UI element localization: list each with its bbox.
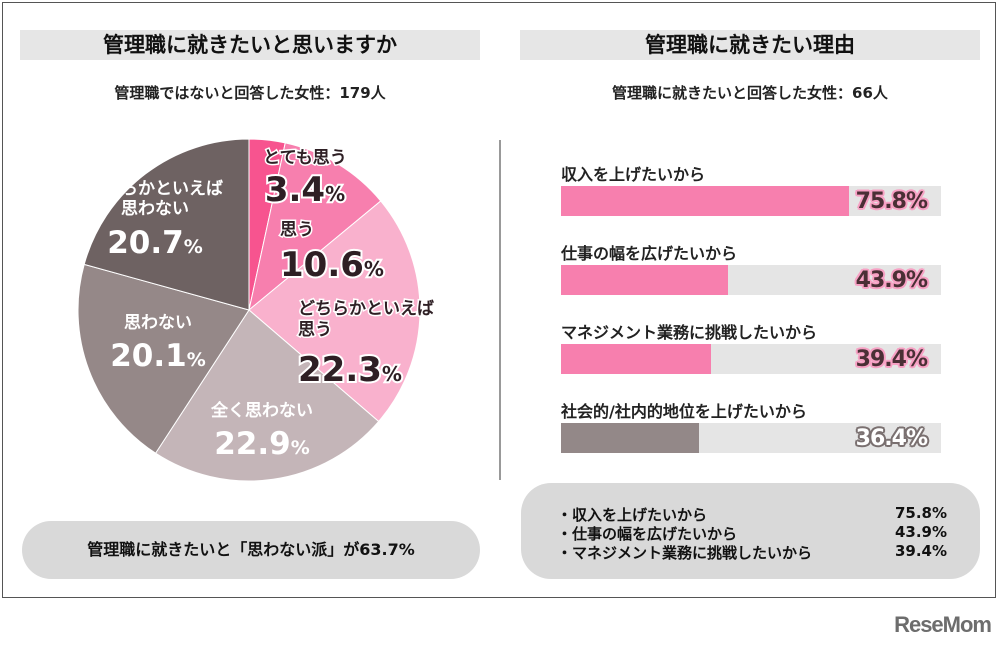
pie-slice-value: 22.3%: [298, 350, 402, 390]
right-panel-title: 管理職に就きたい理由: [520, 30, 980, 60]
bar-label: 仕事の幅を広げたいから: [561, 244, 738, 263]
top3-value: 43.9%: [894, 523, 947, 541]
pie-slice-value: 20.7%: [107, 225, 203, 261]
left-panel-title: 管理職に就きたいと思いますか: [20, 30, 480, 60]
right-panel-subtitle: 管理職に就きたいと回答した女性：66人: [612, 84, 888, 102]
bar-fill: [561, 344, 711, 374]
bar-label: 社会的/社内的地位を上げたいから: [561, 402, 807, 421]
pie-slice-label: どちらかといえば: [87, 179, 223, 199]
pie-slice: [248, 142, 382, 312]
bar-track: 43.9%: [561, 265, 941, 295]
bar-label: マネジメント業務に挑戦したいから: [561, 323, 818, 342]
pie-slice-label: とても思う: [263, 148, 347, 168]
bar-value-label: 43.9%: [855, 268, 928, 293]
bar-fill: [561, 423, 700, 453]
pie-slice-value: 3.4%: [265, 170, 345, 210]
pie-slice-label: 思わない: [124, 313, 192, 333]
bar-track: 36.4%: [561, 423, 941, 453]
pie-slice-label: 思う: [280, 220, 314, 240]
bar-value-label: 36.4%: [855, 426, 928, 451]
pie-slice-label: 思う: [298, 320, 332, 340]
panel-divider: [499, 140, 501, 480]
pie-chart: とても思う3.4%思う10.6%どちらかといえば思う22.3%全く思わない22.…: [77, 138, 436, 482]
bar-fill: [561, 186, 850, 216]
top3-value: 75.8%: [894, 504, 947, 522]
pie-slice-label: 全く思わない: [210, 400, 313, 421]
bar-track: 75.8%: [561, 186, 941, 216]
pie-slice-value: 10.6%: [280, 245, 384, 285]
pie-slice: [77, 263, 250, 454]
pie-slice-value: 20.1%: [110, 338, 206, 374]
pie-slice: [248, 200, 421, 423]
top3-label: ・マネジメント業務に挑戦したいから: [557, 544, 813, 562]
bar-fill: [561, 265, 728, 295]
top3-label: ・仕事の幅を広げたいから: [557, 525, 738, 543]
top3-value: 39.4%: [894, 542, 947, 560]
bar-value-label: 39.4%: [855, 347, 928, 372]
pie-slice-value: 22.9%: [214, 426, 310, 462]
summary-pill: 管理職に就きたいと「思わない派」が63.7%: [22, 521, 480, 579]
pie-slice: [83, 138, 250, 311]
pie-slice-label: どちらかといえば: [298, 299, 434, 319]
resemom-logo: ReseMom: [894, 612, 992, 637]
bar-track: 39.4%: [561, 344, 941, 374]
left-panel-subtitle: 管理職ではないと回答した女性：179人: [114, 84, 386, 102]
pie-slice: [154, 309, 380, 482]
pie-slice-label: 思わない: [121, 199, 189, 219]
top3-label: ・収入を上げたいから: [557, 506, 708, 524]
top3-summary-box: ・収入を上げたいから 75.8% ・仕事の幅を広げたいから 43.9% ・マネジ…: [521, 483, 980, 579]
bar-label: 収入を上げたいから: [561, 165, 706, 184]
bar-value-label: 75.8%: [855, 189, 928, 214]
